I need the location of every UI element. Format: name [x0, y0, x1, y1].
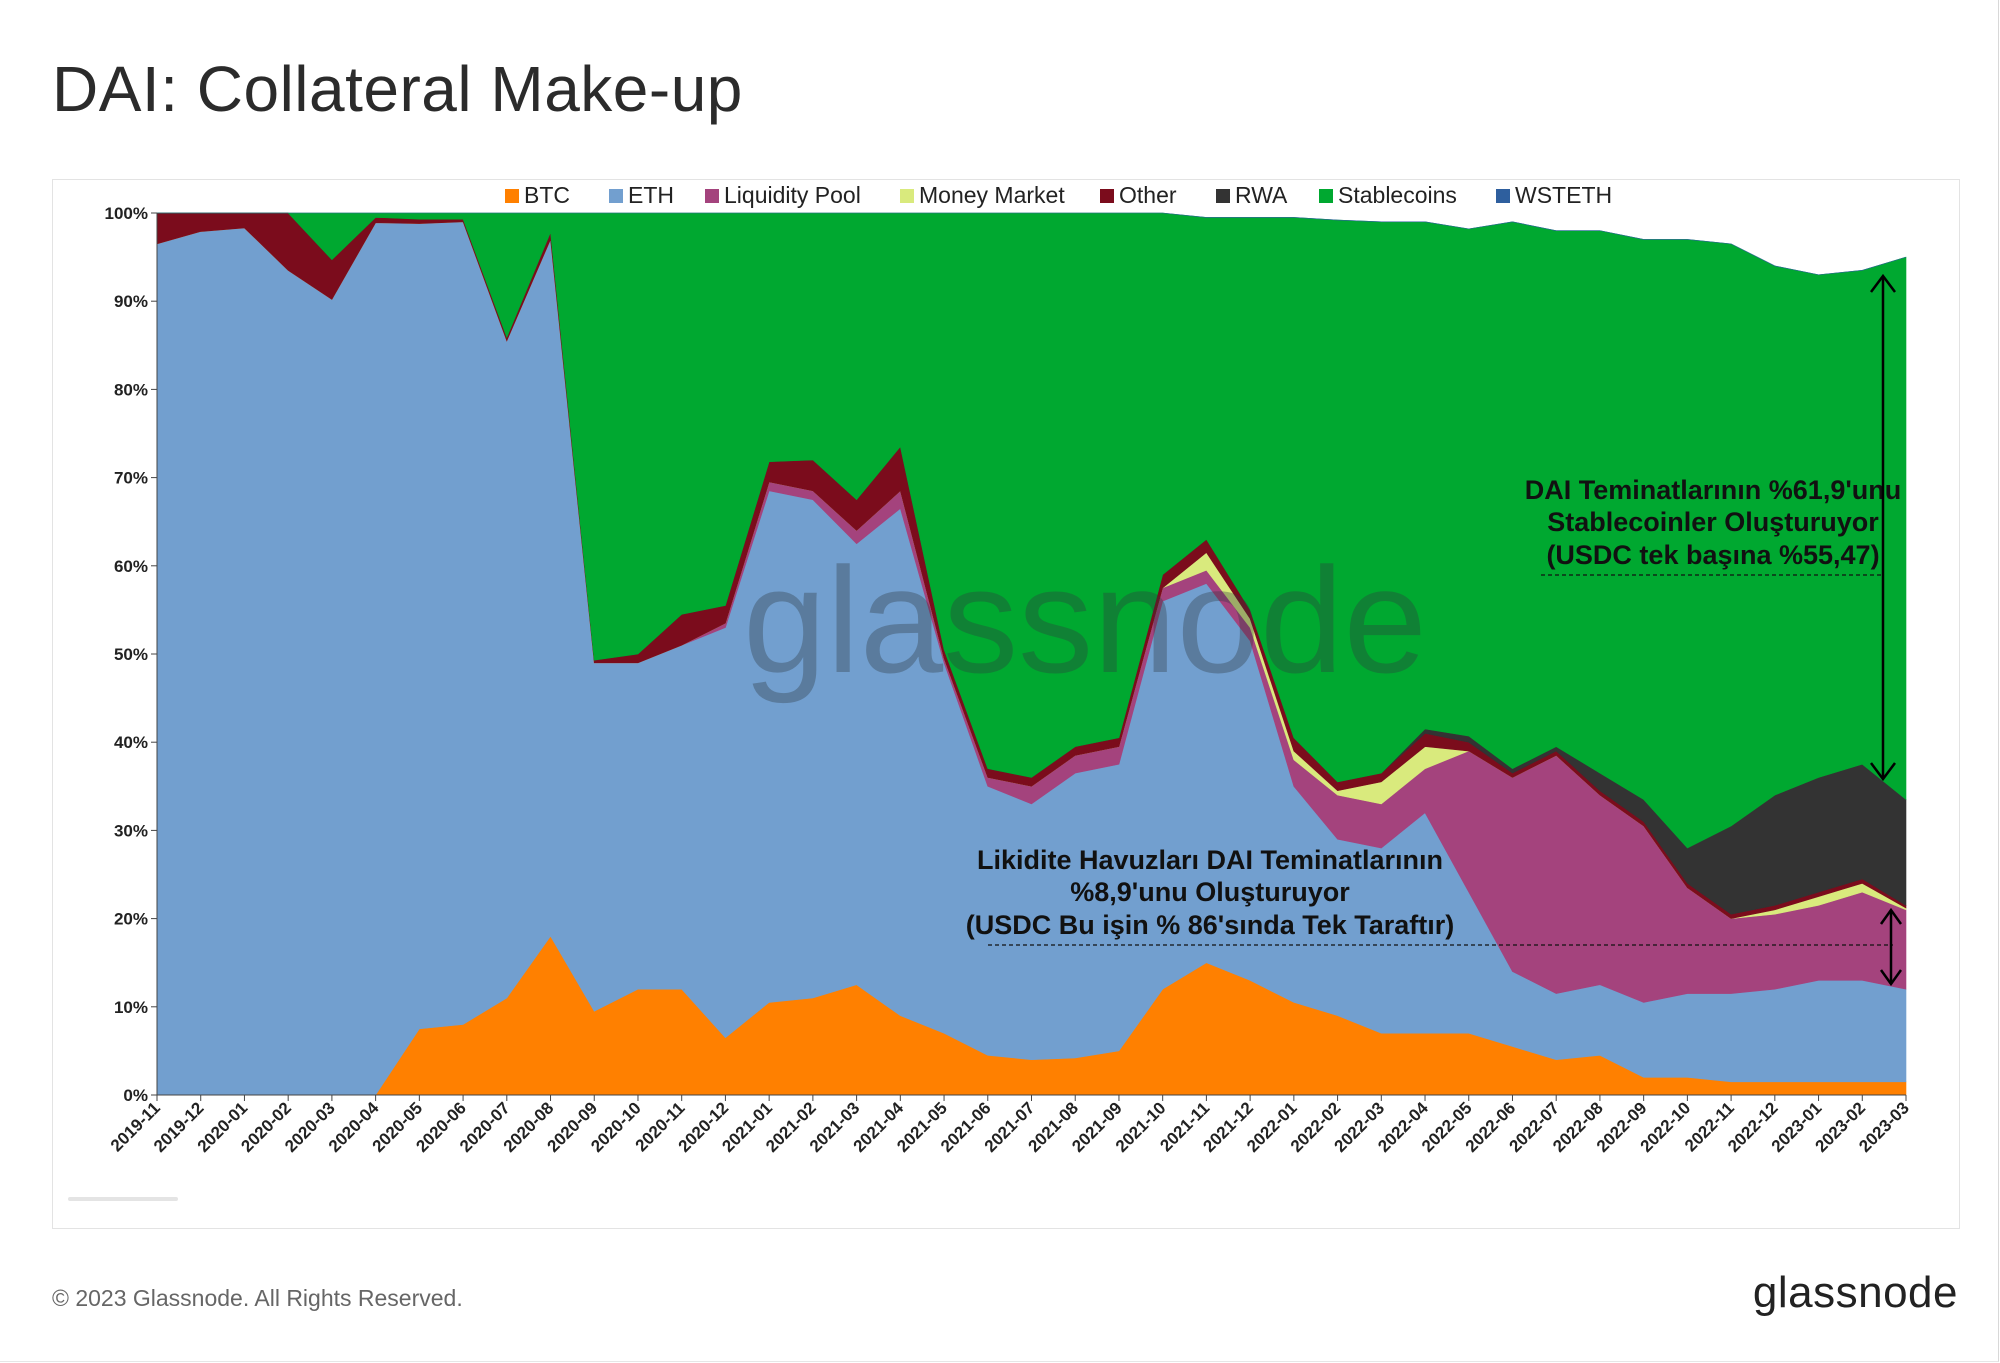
legend-swatch: [900, 189, 914, 203]
legend-label: WSTETH: [1515, 182, 1612, 208]
area-wsteth: [157, 212, 1907, 276]
legend-item-other[interactable]: Other: [1100, 182, 1177, 208]
legend-label: RWA: [1235, 182, 1288, 208]
annotation-liquidity-line: %8,9'unu Oluşturuyor: [1070, 877, 1350, 907]
annotation-liquidity-line: Likidite Havuzları DAI Teminatlarının: [977, 845, 1443, 875]
legend-swatch: [505, 189, 519, 203]
y-tick-label: 20%: [114, 910, 148, 929]
copyright-notice: © 2023 Glassnode. All Rights Reserved.: [52, 1285, 463, 1311]
y-tick-label: 100%: [105, 204, 148, 223]
y-tick-label: 60%: [114, 557, 148, 576]
y-tick-label: 80%: [114, 380, 148, 399]
legend-item-btc[interactable]: BTC: [505, 182, 570, 208]
y-tick-label: 10%: [114, 998, 148, 1017]
legend-label: ETH: [628, 182, 674, 208]
legend-label: Other: [1119, 182, 1177, 208]
annotation-liquidity-line: (USDC Bu işin % 86'sında Tek Taraftır): [966, 910, 1455, 940]
legend-swatch: [1319, 189, 1333, 203]
legend-label: Stablecoins: [1338, 182, 1457, 208]
brand-logo[interactable]: glassnode: [1752, 1268, 1958, 1317]
annotation-stablecoins-line: DAI Teminatlarının %61,9'unu: [1525, 475, 1901, 505]
legend-swatch: [1496, 189, 1510, 203]
legend-item-money-market[interactable]: Money Market: [900, 182, 1065, 208]
annotation-stablecoins-line: Stablecoinler Oluşturuyor: [1547, 507, 1879, 537]
area-layers: [156, 212, 1907, 1096]
arrow-head-down: [1879, 969, 1903, 987]
legend[interactable]: BTC ETH Liquidity Pool Money Market Other RWA…: [505, 182, 1612, 208]
legend-label: Money Market: [919, 182, 1065, 208]
x-axis: 2019-112019-122020-012020-022020-032020-…: [107, 1094, 1913, 1156]
legend-item-stablecoins[interactable]: Stablecoins: [1319, 182, 1457, 208]
y-tick-label: 30%: [114, 821, 148, 840]
legend-swatch: [609, 189, 623, 203]
legend-swatch: [1100, 189, 1114, 203]
y-tick-label: 0%: [123, 1086, 148, 1105]
y-axis: 0% 10% 20% 30% 40% 50% 60% 70% 80% 90% 100%: [105, 204, 158, 1105]
legend-item-liquidity-pool[interactable]: Liquidity Pool: [705, 182, 861, 208]
y-tick-label: 70%: [114, 469, 148, 488]
legend-item-wsteth[interactable]: WSTETH: [1496, 182, 1612, 208]
legend-label: Liquidity Pool: [724, 182, 861, 208]
scrollbar-handle[interactable]: [68, 1197, 178, 1201]
legend-item-eth[interactable]: ETH: [609, 182, 674, 208]
legend-swatch: [705, 189, 719, 203]
arrow-head-up: [1879, 907, 1903, 925]
legend-swatch: [1216, 189, 1230, 203]
arrow-head-up: [1870, 273, 1896, 293]
y-tick-label: 90%: [114, 292, 148, 311]
collateral-area-chart: 0% 10% 20% 30% 40% 50% 60% 70% 80% 90% 100% 2019-1…: [105, 182, 1913, 1156]
annotation-stablecoins-line: (USDC tek başına %55,47): [1546, 540, 1879, 570]
legend-item-rwa[interactable]: RWA: [1216, 182, 1288, 208]
page-title: DAI: Collateral Make-up: [52, 53, 743, 125]
arrow-head-down: [1870, 762, 1896, 782]
annotations: DAI Teminatlarının %61,9'unuStablecoinle…: [966, 273, 1903, 987]
legend-label: BTC: [524, 182, 570, 208]
y-tick-label: 40%: [114, 733, 148, 752]
watermark: glassnode: [743, 536, 1427, 704]
y-tick-label: 50%: [114, 645, 148, 664]
chart-card: 0% 10% 20% 30% 40% 50% 60% 70% 80% 90% 100% 2019-1…: [52, 179, 1960, 1229]
